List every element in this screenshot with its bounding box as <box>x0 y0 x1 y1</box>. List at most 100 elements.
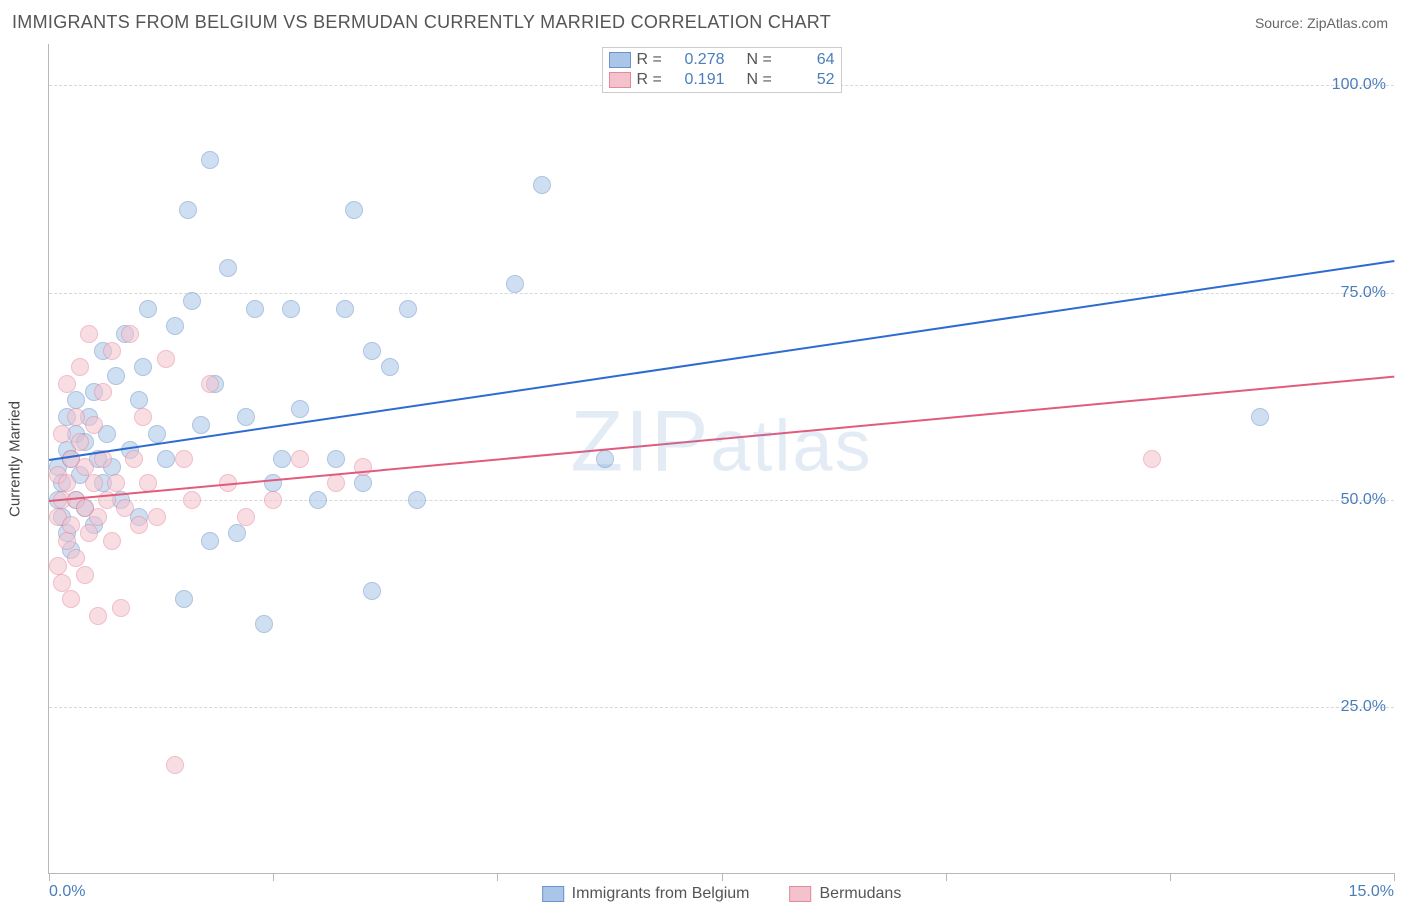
data-point <box>183 491 201 509</box>
data-point <box>49 557 67 575</box>
data-point <box>237 508 255 526</box>
data-point <box>130 516 148 534</box>
data-point <box>58 474 76 492</box>
data-point <box>327 474 345 492</box>
legend-swatch-icon <box>609 72 631 88</box>
legend-row-series2: R = 0.191 N = 52 <box>609 70 835 90</box>
data-point <box>107 367 125 385</box>
chart-header: IMMIGRANTS FROM BELGIUM VS BERMUDAN CURR… <box>0 0 1406 39</box>
data-point <box>201 151 219 169</box>
data-point <box>363 342 381 360</box>
data-point <box>175 450 193 468</box>
data-point <box>94 383 112 401</box>
gridline <box>49 293 1394 294</box>
data-point <box>175 590 193 608</box>
data-point <box>408 491 426 509</box>
data-point <box>183 292 201 310</box>
data-point <box>381 358 399 376</box>
scatter-chart: Currently Married 25.0%50.0%75.0%100.0%0… <box>48 44 1394 874</box>
data-point <box>134 358 152 376</box>
data-point <box>67 391 85 409</box>
x-tick-label: 0.0% <box>49 883 85 901</box>
data-point <box>506 275 524 293</box>
data-point <box>166 756 184 774</box>
data-point <box>80 524 98 542</box>
data-point <box>130 391 148 409</box>
gridline <box>49 707 1394 708</box>
data-point <box>166 317 184 335</box>
chart-source: Source: ZipAtlas.com <box>1255 15 1388 31</box>
data-point <box>363 582 381 600</box>
legend-swatch-icon <box>609 52 631 68</box>
x-tick <box>497 873 498 881</box>
data-point <box>264 491 282 509</box>
legend-item-series1: Immigrants from Belgium <box>542 885 750 903</box>
data-point <box>112 599 130 617</box>
data-point <box>121 325 139 343</box>
plot-area: 25.0%50.0%75.0%100.0%0.0%15.0% <box>49 44 1394 873</box>
x-tick <box>273 873 274 881</box>
data-point <box>219 259 237 277</box>
data-point <box>157 350 175 368</box>
data-point <box>71 358 89 376</box>
x-tick-label: 15.0% <box>1349 883 1394 901</box>
data-point <box>246 300 264 318</box>
data-point <box>237 408 255 426</box>
data-point <box>85 416 103 434</box>
data-point <box>134 408 152 426</box>
data-point <box>291 400 309 418</box>
data-point <box>201 375 219 393</box>
data-point <box>148 508 166 526</box>
data-point <box>53 425 71 443</box>
data-point <box>53 574 71 592</box>
data-point <box>309 491 327 509</box>
data-point <box>67 408 85 426</box>
y-axis-label: Currently Married <box>7 401 24 517</box>
data-point <box>179 201 197 219</box>
data-point <box>103 532 121 550</box>
data-point <box>76 458 94 476</box>
y-tick-label: 25.0% <box>1341 698 1386 716</box>
data-point <box>354 474 372 492</box>
data-point <box>282 300 300 318</box>
y-tick-label: 75.0% <box>1341 284 1386 302</box>
data-point <box>201 532 219 550</box>
data-point <box>67 549 85 567</box>
legend-swatch-icon <box>542 886 564 902</box>
data-point <box>336 300 354 318</box>
data-point <box>1143 450 1161 468</box>
data-point <box>58 375 76 393</box>
data-point <box>1251 408 1269 426</box>
x-tick <box>722 873 723 881</box>
data-point <box>107 474 125 492</box>
legend-item-series2: Bermudans <box>790 885 902 903</box>
gridline <box>49 500 1394 501</box>
data-point <box>89 607 107 625</box>
data-point <box>399 300 417 318</box>
data-point <box>71 433 89 451</box>
trend-line <box>49 376 1394 502</box>
data-point <box>80 325 98 343</box>
y-tick-label: 50.0% <box>1341 491 1386 509</box>
data-point <box>125 450 143 468</box>
data-point <box>192 416 210 434</box>
data-point <box>103 342 121 360</box>
data-point <box>89 508 107 526</box>
data-point <box>58 532 76 550</box>
x-tick <box>1394 873 1395 881</box>
data-point <box>62 516 80 534</box>
data-point <box>255 615 273 633</box>
data-point <box>327 450 345 468</box>
data-point <box>533 176 551 194</box>
data-point <box>62 590 80 608</box>
data-point <box>273 450 291 468</box>
chart-title: IMMIGRANTS FROM BELGIUM VS BERMUDAN CURR… <box>12 12 831 33</box>
legend-swatch-icon <box>790 886 812 902</box>
data-point <box>76 566 94 584</box>
data-point <box>596 450 614 468</box>
x-tick <box>49 873 50 881</box>
x-tick <box>946 873 947 881</box>
data-point <box>139 300 157 318</box>
correlation-legend: R = 0.278 N = 64 R = 0.191 N = 52 <box>602 47 842 93</box>
data-point <box>116 499 134 517</box>
